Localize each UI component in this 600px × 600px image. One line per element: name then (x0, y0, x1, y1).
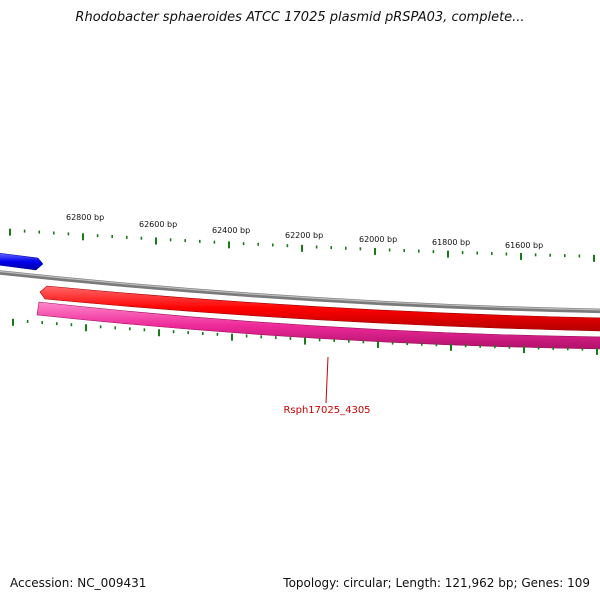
ruler-label: 62000 bp (359, 235, 397, 244)
topology-summary: Topology: circular; Length: 121,962 bp; … (283, 576, 590, 590)
ruler-label: 62400 bp (212, 226, 250, 235)
gene-arrow-pink[interactable] (36, 301, 600, 350)
ruler-label: 62200 bp (285, 231, 323, 240)
map-title: Rhodobacter sphaeroides ATCC 17025 plasm… (75, 10, 525, 25)
plasmid-backbone (0, 270, 600, 314)
gene-arrow-forward[interactable] (0, 252, 44, 271)
gene-label-leader (325, 356, 329, 404)
ruler-label: 62600 bp (139, 220, 177, 229)
gene-arrow-reverse[interactable] (39, 285, 600, 332)
ruler-ticks-upper (9, 228, 595, 262)
ruler-label: 61800 bp (432, 238, 470, 247)
ruler-label: 62800 bp (66, 213, 104, 222)
ruler-ticks-lower (12, 318, 598, 355)
accession-text: Accession: NC_009431 (10, 576, 147, 590)
gene-label[interactable]: Rsph17025_4305 (283, 405, 370, 416)
ruler-label: 61600 bp (505, 241, 543, 250)
